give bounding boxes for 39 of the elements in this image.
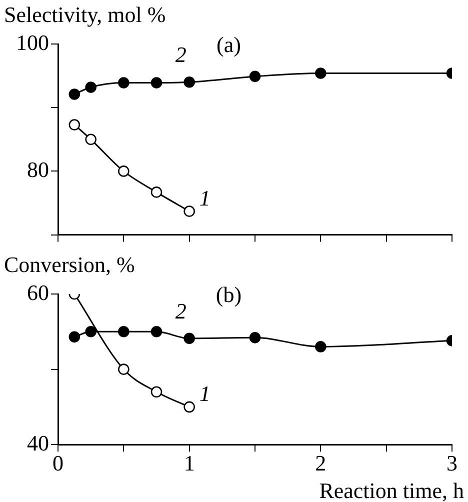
x-tick-label: 0 bbox=[52, 450, 64, 476]
point bbox=[150, 326, 162, 338]
y-tick-label: 100 bbox=[16, 30, 49, 55]
point bbox=[150, 186, 162, 198]
point bbox=[150, 386, 162, 398]
x-tick-label: 1 bbox=[184, 450, 195, 476]
point bbox=[85, 82, 96, 93]
y-tick-label: 80 bbox=[27, 156, 49, 182]
y-axis-title: Conversion, % bbox=[4, 252, 135, 277]
point bbox=[68, 88, 80, 100]
annotation: (a) bbox=[216, 32, 241, 57]
point bbox=[118, 364, 130, 375]
x-axis-title: Reaction time, h bbox=[319, 478, 464, 502]
point bbox=[184, 206, 195, 217]
point bbox=[85, 326, 96, 338]
y-tick-label: 40 bbox=[27, 430, 49, 456]
point bbox=[85, 134, 96, 146]
point bbox=[150, 77, 162, 88]
x-tick-label: 2 bbox=[315, 450, 326, 476]
point bbox=[315, 341, 326, 352]
annotation: (b) bbox=[216, 282, 242, 307]
point bbox=[184, 401, 195, 413]
point bbox=[184, 76, 195, 88]
series-label: 2 bbox=[175, 298, 186, 324]
y-tick-label: 60 bbox=[27, 280, 49, 305]
point bbox=[68, 119, 80, 130]
point bbox=[118, 77, 130, 88]
series-label: 2 bbox=[175, 42, 186, 68]
point bbox=[249, 70, 261, 82]
x-tick-label: 3 bbox=[446, 450, 458, 476]
point bbox=[68, 331, 80, 343]
point bbox=[118, 326, 130, 338]
point bbox=[315, 68, 326, 79]
series-label: 1 bbox=[199, 380, 210, 406]
y-axis-title: Selectivity, mol % bbox=[4, 2, 166, 27]
point bbox=[184, 332, 195, 344]
point bbox=[249, 332, 261, 344]
point bbox=[118, 166, 130, 177]
series-label: 1 bbox=[199, 185, 210, 210]
